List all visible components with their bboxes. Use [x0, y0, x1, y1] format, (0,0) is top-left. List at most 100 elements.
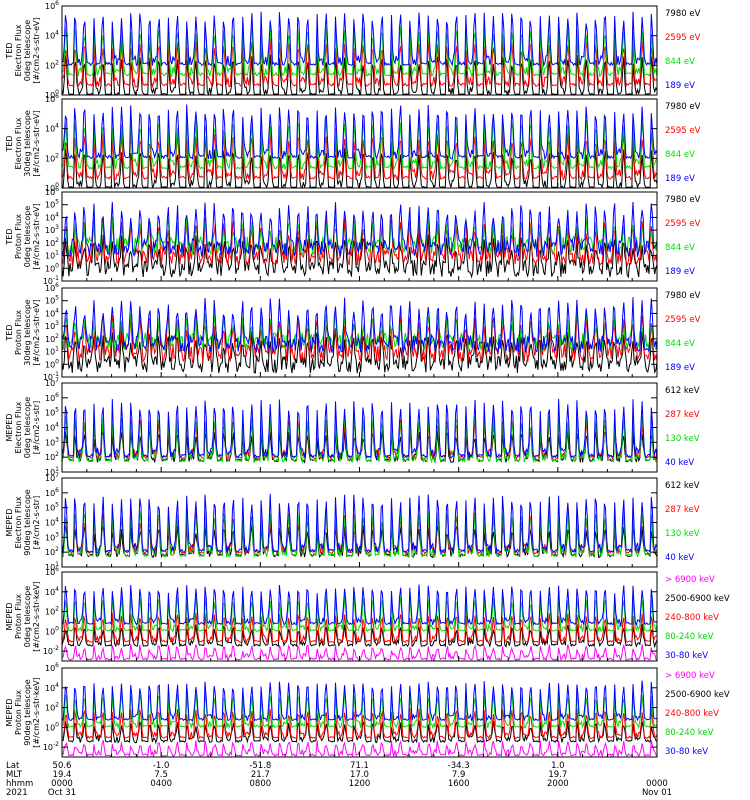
y-axis-label: TED [5, 228, 14, 245]
y-tick-label: 104 [45, 30, 59, 41]
panel-7: 10-2 100 102 104 106 MEPED Proton Flux 0deg tel… [5, 566, 730, 663]
y-tick-label: 106 [45, 93, 59, 104]
x-tick-label: 2000 [547, 779, 569, 789]
legend-entry: 612 keV [665, 386, 700, 396]
y-tick-label: 106 [45, 487, 59, 498]
y-tick-label: 102 [45, 152, 59, 163]
legend-entry: 287 keV [665, 505, 700, 515]
y-axis-label: TED [5, 42, 14, 59]
y-tick-label: 107 [45, 472, 59, 483]
legend-entry: 2500-6900 keV [665, 690, 730, 700]
y-tick-label: 102 [45, 451, 59, 462]
y-tick-label: 106 [45, 186, 59, 197]
legend-entry: 7980 eV [665, 102, 701, 112]
legend-entry: 130 keV [665, 529, 700, 539]
series-line-7-3 [61, 612, 658, 645]
x-row-label: 2021 [6, 788, 28, 798]
series-line-4-3 [61, 312, 658, 353]
legend-entry: 7980 eV [665, 291, 701, 301]
y-axis-label: [#/cm2-s-str-keV] [32, 677, 41, 748]
y-axis-label: Proton Flux [14, 214, 23, 259]
legend-entry: 189 eV [665, 174, 695, 184]
y-tick-label: 101 [45, 466, 59, 477]
legend-entry: 189 eV [665, 363, 695, 373]
legend-entry: 189 eV [665, 81, 695, 91]
y-axis-label: 30deg telescope [23, 299, 32, 366]
y-axis-label: [#/cm2-s-str-keV] [32, 581, 41, 652]
x-tick-label: 1.0 [551, 761, 565, 771]
series-line-5-4 [61, 398, 658, 460]
y-tick-label: 105 [45, 502, 59, 513]
y-axis-label: 90deg telescope [23, 679, 32, 746]
legend-entry: 612 keV [665, 481, 700, 491]
y-axis-label: [#/cm2-s-str-eV] [32, 203, 41, 269]
series-line-1-4 [61, 11, 658, 68]
x-tick-label: Nov 01 [642, 788, 672, 798]
y-axis-label: [#/cm2-s-str] [32, 401, 41, 454]
x-tick-label: -51.8 [249, 761, 271, 771]
y-tick-label: 102 [45, 59, 59, 70]
y-axis-label: 0deg telescope [23, 397, 32, 458]
y-axis-label: Proton Flux [14, 690, 23, 735]
panel-2: 100 102 104 106 TED Electron Flux 30deg telesc… [5, 93, 701, 193]
y-axis-label: TED [5, 324, 14, 341]
legend-entry: 844 eV [665, 150, 695, 160]
y-axis-label: Electron Flux [14, 496, 23, 548]
x-tick-label: 19.4 [53, 770, 72, 780]
x-tick-label: 71.1 [350, 761, 369, 771]
y-tick-label: 104 [45, 123, 59, 134]
y-axis-label: MEPED [5, 603, 14, 631]
y-tick-label: 105 [45, 295, 59, 306]
legend-entry: 40 keV [665, 553, 694, 563]
y-axis-label: MEPED [5, 414, 14, 442]
y-tick-label: 104 [45, 307, 59, 318]
legend-entry: 2500-6900 keV [665, 594, 730, 604]
y-tick-label: 101 [45, 346, 59, 357]
y-tick-label: 10-2 [43, 741, 59, 752]
y-tick-label: 105 [45, 199, 59, 210]
legend-entry: 2595 eV [665, 33, 701, 43]
legend-entry: 30-80 keV [665, 747, 708, 757]
y-tick-label: 100 [45, 358, 59, 369]
x-tick-label: -1.0 [153, 761, 170, 771]
x-tick-label: 1600 [448, 779, 470, 789]
y-axis-label: 0deg telescope [23, 586, 32, 647]
y-axis-label: [#/cm2-s-str-eV] [32, 17, 41, 83]
series-line-3-3 [61, 216, 658, 256]
y-tick-label: 101 [45, 561, 59, 572]
series-line-7-5 [61, 584, 658, 627]
y-tick-label: 106 [45, 282, 59, 293]
y-tick-label: 104 [45, 211, 59, 222]
panel-6: 101 102 103 104 105 106 107 MEPED Electron Flux 9… [5, 472, 700, 572]
x-tick-label: 17.0 [350, 770, 369, 780]
y-tick-label: 107 [45, 377, 59, 388]
y-axis-label: Proton Flux [14, 310, 23, 355]
series-line-2-4 [61, 104, 658, 161]
legend-entry: 189 eV [665, 267, 695, 277]
y-axis-label: [#/cm2-s-str-eV] [32, 110, 41, 176]
x-tick-label: 50.6 [53, 761, 72, 771]
y-tick-label: 104 [45, 517, 59, 528]
x-tick-label: 0000 [51, 779, 73, 789]
y-axis-label: [#/cm2-s-str-eV] [32, 299, 41, 365]
y-tick-label: 100 [45, 262, 59, 273]
y-tick-label: 106 [45, 566, 59, 577]
y-tick-label: 104 [45, 586, 59, 597]
legend-entry: 2595 eV [665, 315, 701, 325]
y-axis-label: MEPED [5, 699, 14, 727]
legend-entry: 844 eV [665, 339, 695, 349]
y-axis-label: Electron Flux [14, 401, 23, 453]
legend-entry: 80-240 keV [665, 632, 714, 642]
series-line-3-4 [61, 201, 658, 258]
y-tick-label: 106 [45, 0, 59, 11]
panel-1: 100 102 104 106 TED Electron Flux 0deg telesco… [5, 0, 701, 100]
y-tick-label: 100 [45, 89, 59, 100]
legend-entry: 30-80 keV [665, 651, 708, 661]
y-tick-label: 100 [45, 625, 59, 636]
legend-entry: 240-800 keV [665, 613, 719, 623]
legend-entry: 7980 eV [665, 195, 701, 205]
x-tick-label: Oct 31 [48, 788, 76, 798]
